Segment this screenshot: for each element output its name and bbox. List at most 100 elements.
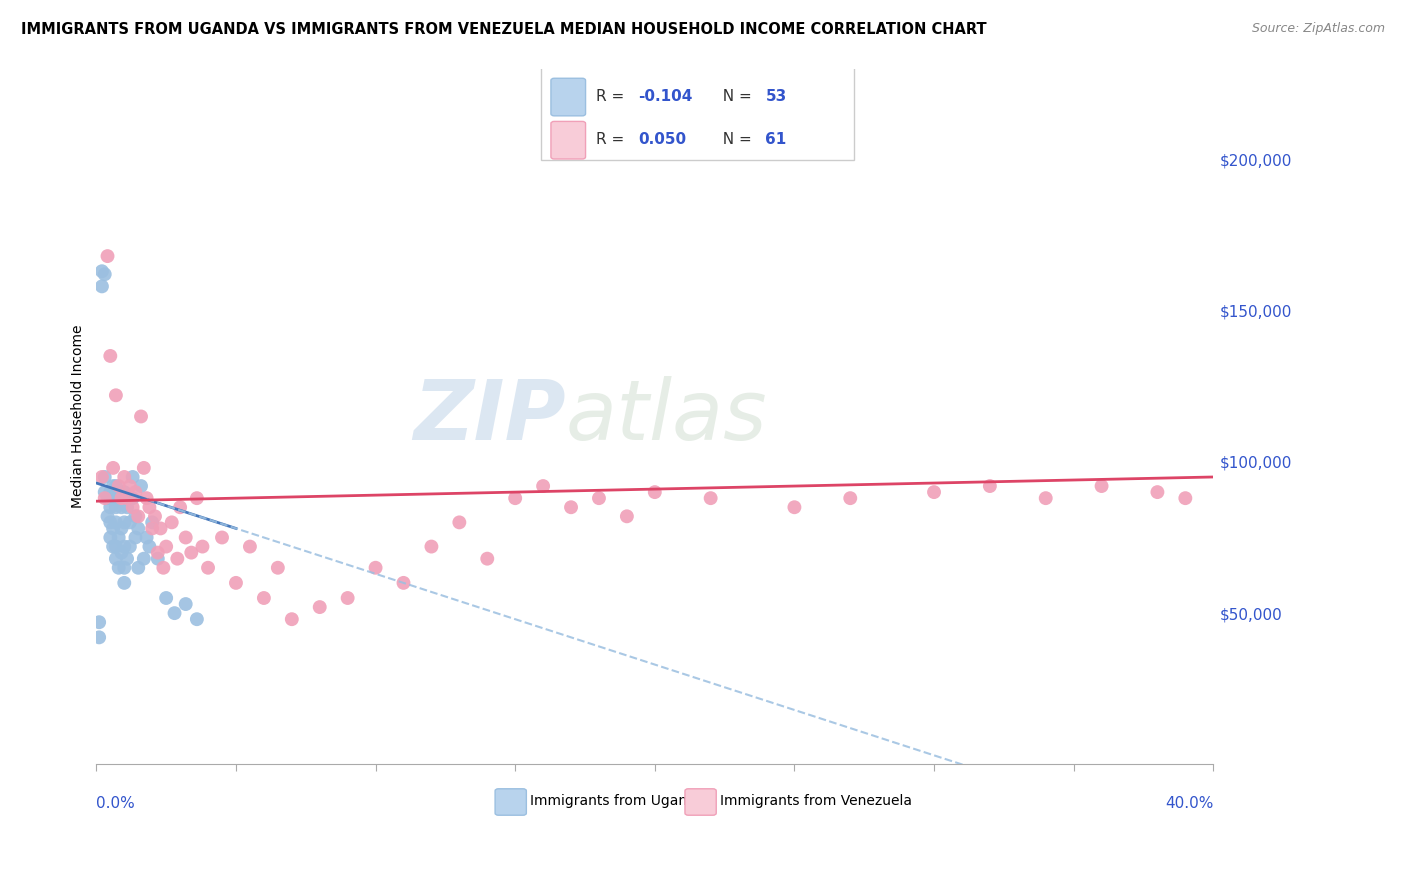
Point: [96, 491, 118, 505]
Point: [979, 479, 1001, 493]
Point: [121, 470, 143, 484]
Text: IMMIGRANTS FROM UGANDA VS IMMIGRANTS FROM VENEZUELA MEDIAN HOUSEHOLD INCOME CORR: IMMIGRANTS FROM UGANDA VS IMMIGRANTS FRO…: [21, 22, 987, 37]
Point: [112, 516, 135, 530]
Point: [143, 509, 166, 524]
Point: [93, 491, 115, 505]
Point: [169, 500, 191, 515]
Text: ZIP: ZIP: [413, 376, 565, 457]
Point: [392, 575, 415, 590]
Point: [477, 551, 499, 566]
Text: 61: 61: [765, 132, 786, 147]
Point: [110, 500, 132, 515]
FancyBboxPatch shape: [551, 78, 585, 116]
Point: [1174, 491, 1197, 505]
Point: [174, 597, 197, 611]
Point: [281, 612, 304, 626]
Point: [420, 540, 443, 554]
FancyBboxPatch shape: [551, 121, 585, 159]
Point: [588, 491, 610, 505]
Point: [129, 479, 152, 493]
Point: [101, 461, 124, 475]
Point: [1090, 479, 1112, 493]
Point: [118, 479, 141, 493]
FancyBboxPatch shape: [541, 65, 853, 161]
Text: Immigrants from Venezuela: Immigrants from Venezuela: [720, 794, 911, 808]
Point: [239, 540, 262, 554]
Point: [104, 516, 127, 530]
Point: [98, 531, 121, 545]
Point: [110, 546, 132, 560]
Point: [107, 531, 129, 545]
Point: [186, 491, 208, 505]
Text: 0.0%: 0.0%: [97, 796, 135, 811]
Point: [135, 491, 157, 505]
Point: [197, 560, 219, 574]
Point: [503, 491, 526, 505]
Point: [132, 551, 155, 566]
Point: [112, 560, 135, 574]
Point: [118, 516, 141, 530]
Text: R =: R =: [596, 89, 628, 103]
Point: [174, 531, 197, 545]
Point: [922, 485, 945, 500]
Text: 53: 53: [765, 89, 786, 103]
Point: [110, 521, 132, 535]
Point: [104, 388, 127, 402]
Point: [155, 540, 177, 554]
Point: [91, 279, 114, 293]
Point: [124, 531, 146, 545]
Point: [101, 540, 124, 554]
Point: [96, 509, 118, 524]
Point: [118, 540, 141, 554]
Point: [107, 560, 129, 574]
Point: [112, 575, 135, 590]
Point: [141, 516, 163, 530]
Point: [101, 479, 124, 493]
Point: [135, 531, 157, 545]
Point: [89, 615, 111, 630]
Point: [115, 551, 138, 566]
Point: [121, 491, 143, 505]
Point: [160, 516, 183, 530]
Point: [115, 491, 138, 505]
Point: [98, 485, 121, 500]
Point: [186, 612, 208, 626]
Point: [225, 575, 247, 590]
Point: [107, 491, 129, 505]
Point: [112, 540, 135, 554]
Point: [104, 540, 127, 554]
Point: [104, 500, 127, 515]
Point: [152, 560, 174, 574]
Point: [138, 540, 160, 554]
Point: [839, 491, 862, 505]
Text: atlas: atlas: [565, 376, 768, 457]
Point: [121, 500, 143, 515]
Point: [449, 516, 471, 530]
Point: [1035, 491, 1057, 505]
Point: [644, 485, 666, 500]
Point: [124, 509, 146, 524]
Point: [308, 600, 330, 615]
Point: [104, 479, 127, 493]
Point: [104, 551, 127, 566]
Point: [112, 485, 135, 500]
Point: [336, 591, 359, 605]
Point: [211, 531, 233, 545]
Point: [98, 349, 121, 363]
Point: [155, 591, 177, 605]
Text: R =: R =: [596, 132, 628, 147]
Point: [138, 500, 160, 515]
Point: [127, 509, 149, 524]
FancyBboxPatch shape: [685, 789, 716, 815]
Point: [101, 521, 124, 535]
Text: N =: N =: [713, 132, 756, 147]
Point: [127, 560, 149, 574]
Point: [132, 461, 155, 475]
Point: [107, 479, 129, 493]
Point: [89, 631, 111, 645]
Point: [783, 500, 806, 515]
Point: [129, 409, 152, 424]
Point: [98, 516, 121, 530]
Point: [93, 267, 115, 281]
Point: [91, 264, 114, 278]
